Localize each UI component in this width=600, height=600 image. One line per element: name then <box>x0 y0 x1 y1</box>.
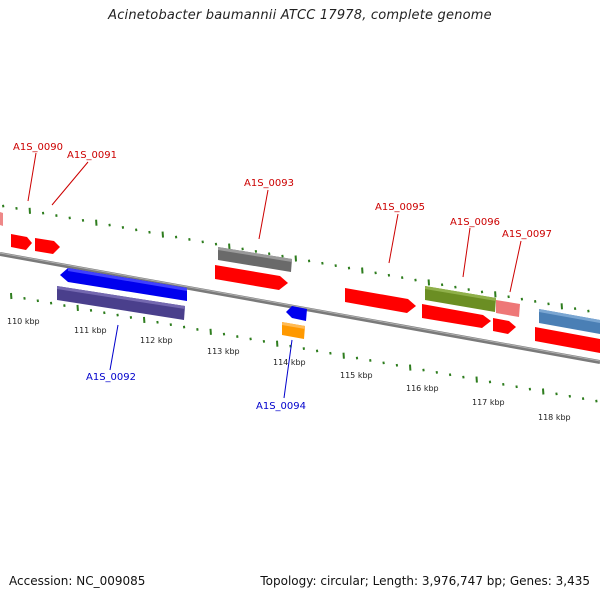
gene-partial-left[interactable] <box>0 212 3 226</box>
label-a1s-0092[interactable]: A1S_0092 <box>86 372 136 383</box>
leader-a1s-0096 <box>462 227 471 278</box>
accession-text: Accession: NC_009085 <box>9 574 146 588</box>
map-title: Acinetobacter baumannii ATCC 17978, comp… <box>108 8 492 23</box>
scale-label-110: 110 kbp <box>7 317 40 326</box>
scale-label-117: 117 kbp <box>472 398 505 407</box>
gene-a1s-0094[interactable] <box>286 306 307 321</box>
label-a1s-0097[interactable]: A1S_0097 <box>502 229 552 240</box>
label-a1s-0091[interactable]: A1S_0091 <box>67 150 117 161</box>
leader-a1s-0094 <box>283 339 293 399</box>
label-a1s-0094[interactable]: A1S_0094 <box>256 401 306 412</box>
gene-a1s-0096-highlight <box>425 286 496 301</box>
label-a1s-0090[interactable]: A1S_0090 <box>13 142 63 153</box>
scale-label-112: 112 kbp <box>140 336 173 345</box>
gene-red-after-0093[interactable] <box>215 265 288 290</box>
gene-a1s-0091[interactable] <box>35 238 60 254</box>
gene-steel-right[interactable] <box>539 309 600 334</box>
genome-backbone-highlight <box>0 252 600 362</box>
scale-label-113: 113 kbp <box>207 347 240 356</box>
gene-labels: A1S_0090 A1S_0091 A1S_0092 A1S_0093 A1S_… <box>13 142 552 412</box>
gene-a1s-0092-bar-highlight <box>57 286 185 309</box>
gene-red-right[interactable] <box>535 327 600 353</box>
leader-a1s-0093 <box>258 189 269 240</box>
scale-ticks-top <box>2 204 590 313</box>
scale-ticks-bottom <box>10 292 598 403</box>
scale-label-115: 115 kbp <box>340 371 373 380</box>
leader-a1s-0090 <box>27 152 37 202</box>
gene-a1s-0097[interactable] <box>496 300 520 317</box>
reverse-strand-features <box>57 268 307 339</box>
leader-a1s-0095 <box>388 213 399 264</box>
gene-a1s-0095[interactable] <box>345 288 416 313</box>
leader-a1s-0097 <box>509 240 522 293</box>
gene-red-small[interactable] <box>493 318 516 334</box>
label-a1s-0095[interactable]: A1S_0095 <box>375 202 425 213</box>
gene-steel-right-highlight <box>539 309 600 323</box>
gene-a1s-0096[interactable] <box>425 286 496 312</box>
gene-a1s-0090[interactable] <box>11 234 32 250</box>
gene-a1s-0094-bar-highlight <box>282 322 305 329</box>
gene-a1s-0093[interactable] <box>218 247 292 272</box>
topology-summary: Topology: circular; Length: 3,976,747 bp… <box>260 574 590 588</box>
scale-labels: 110 kbp 111 kbp 112 kbp 113 kbp 114 kbp … <box>7 317 571 422</box>
gene-red-after-0096[interactable] <box>422 304 491 328</box>
label-a1s-0093[interactable]: A1S_0093 <box>244 178 294 189</box>
gene-a1s-0092[interactable] <box>60 268 187 301</box>
forward-strand-features <box>0 212 600 353</box>
scale-label-111: 111 kbp <box>74 326 107 335</box>
scale-label-114: 114 kbp <box>273 358 306 367</box>
gene-a1s-0092-bar[interactable] <box>57 286 185 320</box>
leader-a1s-0091 <box>51 161 89 206</box>
gene-a1s-0092-highlight <box>68 268 187 291</box>
scale-label-116: 116 kbp <box>406 384 439 393</box>
gene-a1s-0093-highlight <box>218 247 292 262</box>
scale-label-118: 118 kbp <box>538 413 571 422</box>
label-a1s-0096[interactable]: A1S_0096 <box>450 217 500 228</box>
leader-a1s-0092 <box>109 324 119 371</box>
